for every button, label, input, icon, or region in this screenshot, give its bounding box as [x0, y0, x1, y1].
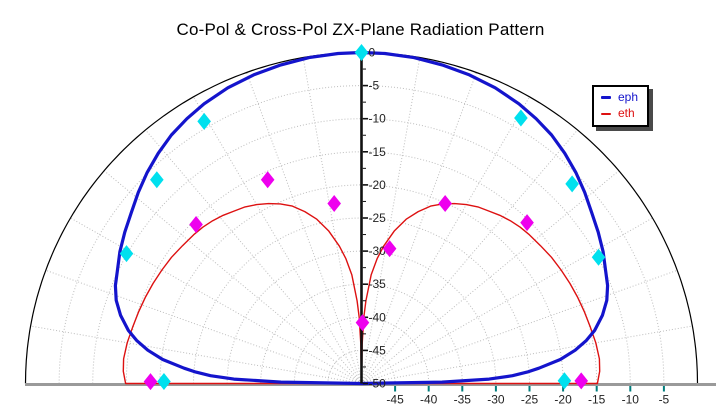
grid-spoke	[361, 96, 530, 384]
grid-spoke	[302, 57, 362, 384]
bottom-axis-tick-label: -35	[454, 393, 472, 407]
radial-axis-tick-label: -10	[369, 112, 387, 126]
grid-spoke	[103, 170, 362, 384]
eth-marker	[382, 240, 397, 258]
eth-marker	[260, 171, 275, 189]
radial-axis-tick-label: -50	[369, 377, 387, 391]
legend-item-eth: eth	[601, 106, 638, 121]
bottom-axis-tick-label: -20	[554, 393, 572, 407]
eph-marker	[197, 112, 211, 130]
radial-axis-tick-label: -40	[369, 310, 387, 324]
eph-marker	[557, 372, 572, 390]
grid-arc	[226, 250, 497, 384]
radial-axis-tick-label: -15	[369, 145, 387, 159]
grid-spoke	[361, 269, 678, 384]
radial-axis-tick-label: -20	[369, 178, 387, 192]
eph-marker	[354, 44, 369, 61]
bottom-axis-tick-label: -45	[386, 393, 404, 407]
eph-marker	[591, 248, 606, 266]
eph-marker	[514, 109, 528, 127]
grid-spoke	[45, 269, 362, 384]
bottom-axis-tick-label: -15	[588, 393, 606, 407]
radial-axis-tick-label: -30	[369, 244, 387, 258]
radial-axis-tick-label: -35	[369, 277, 387, 291]
radial-axis-tick-label: -25	[369, 211, 387, 225]
eth-marker	[355, 314, 370, 332]
legend-item-eph: eph	[601, 90, 638, 105]
radial-axis-tick-label: 0	[369, 46, 376, 60]
grid-spoke	[30, 325, 362, 384]
radial-axis-tick-label: -45	[369, 343, 387, 357]
eth-marker	[327, 194, 341, 212]
eph-marker	[119, 245, 134, 263]
bottom-axis-tick-label: -30	[487, 393, 505, 407]
grid-spoke	[361, 57, 421, 384]
bottom-axis-tick-label: -5	[659, 393, 670, 407]
grid-spoke	[193, 96, 362, 384]
bottom-axis-tick-label: -10	[622, 393, 640, 407]
grid-spoke	[361, 325, 693, 384]
eth-marker	[438, 195, 452, 213]
eth-line-swatch	[601, 112, 611, 115]
legend-label-eph: eph	[618, 90, 639, 104]
eph-line-swatch	[601, 96, 611, 99]
grid-spoke	[246, 72, 362, 384]
chart-title: Co-Pol & Cross-Pol ZX-Plane Radiation Pa…	[176, 20, 545, 39]
bottom-axis-tick-label: -25	[521, 393, 539, 407]
bottom-axis-tick-label: -40	[420, 393, 438, 407]
legend: eph eth	[592, 85, 650, 127]
eth-marker	[143, 373, 158, 391]
eth-marker	[574, 372, 589, 390]
eph-marker	[157, 372, 171, 390]
eth-marker	[520, 214, 534, 232]
eph-marker	[150, 171, 164, 189]
eph-marker	[565, 175, 579, 193]
grid-spoke	[361, 72, 477, 384]
legend-label-eth: eth	[618, 106, 635, 120]
radial-axis-tick-label: -5	[369, 79, 380, 93]
eth-marker	[189, 215, 203, 233]
